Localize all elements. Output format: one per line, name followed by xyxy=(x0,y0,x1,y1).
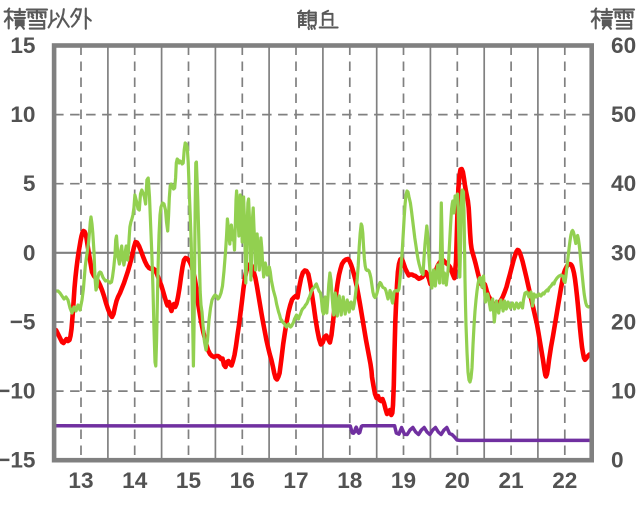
svg-text:17: 17 xyxy=(283,468,308,493)
svg-text:20: 20 xyxy=(445,468,470,493)
svg-text:15: 15 xyxy=(176,468,201,493)
svg-text:50: 50 xyxy=(611,102,636,127)
svg-text:40: 40 xyxy=(611,171,636,196)
svg-text:30: 30 xyxy=(611,240,636,265)
svg-text:22: 22 xyxy=(552,468,577,493)
svg-text:14: 14 xyxy=(122,468,148,493)
svg-text:13: 13 xyxy=(68,468,93,493)
svg-text:20: 20 xyxy=(611,310,636,335)
svg-text:16: 16 xyxy=(230,468,255,493)
svg-text:19: 19 xyxy=(391,468,416,493)
svg-text:0: 0 xyxy=(23,240,36,265)
svg-text:−15: −15 xyxy=(0,448,36,473)
svg-text:−5: −5 xyxy=(10,310,36,335)
svg-text:15: 15 xyxy=(10,33,35,58)
svg-text:10: 10 xyxy=(10,102,35,127)
svg-text:18: 18 xyxy=(337,468,362,493)
svg-text:0: 0 xyxy=(611,448,624,473)
svg-text:60: 60 xyxy=(611,33,636,58)
svg-text:21: 21 xyxy=(499,468,524,493)
svg-text:−10: −10 xyxy=(0,379,36,404)
svg-text:5: 5 xyxy=(23,171,36,196)
svg-text:10: 10 xyxy=(611,379,636,404)
